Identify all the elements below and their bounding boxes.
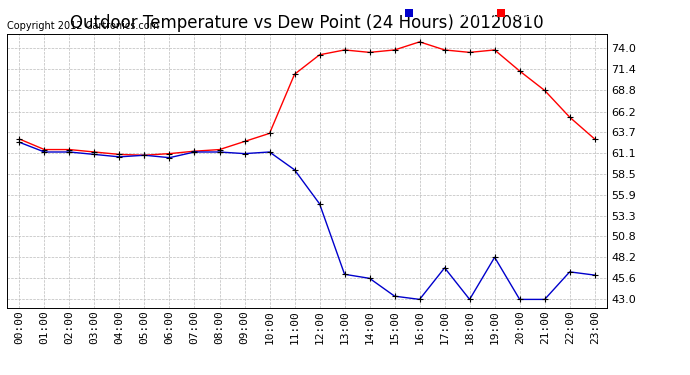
Legend: Dew Point (°F), Temperature (°F): Dew Point (°F), Temperature (°F) <box>404 7 602 20</box>
Text: Copyright 2012 Cartronics.com: Copyright 2012 Cartronics.com <box>7 21 159 31</box>
Title: Outdoor Temperature vs Dew Point (24 Hours) 20120810: Outdoor Temperature vs Dew Point (24 Hou… <box>70 14 544 32</box>
